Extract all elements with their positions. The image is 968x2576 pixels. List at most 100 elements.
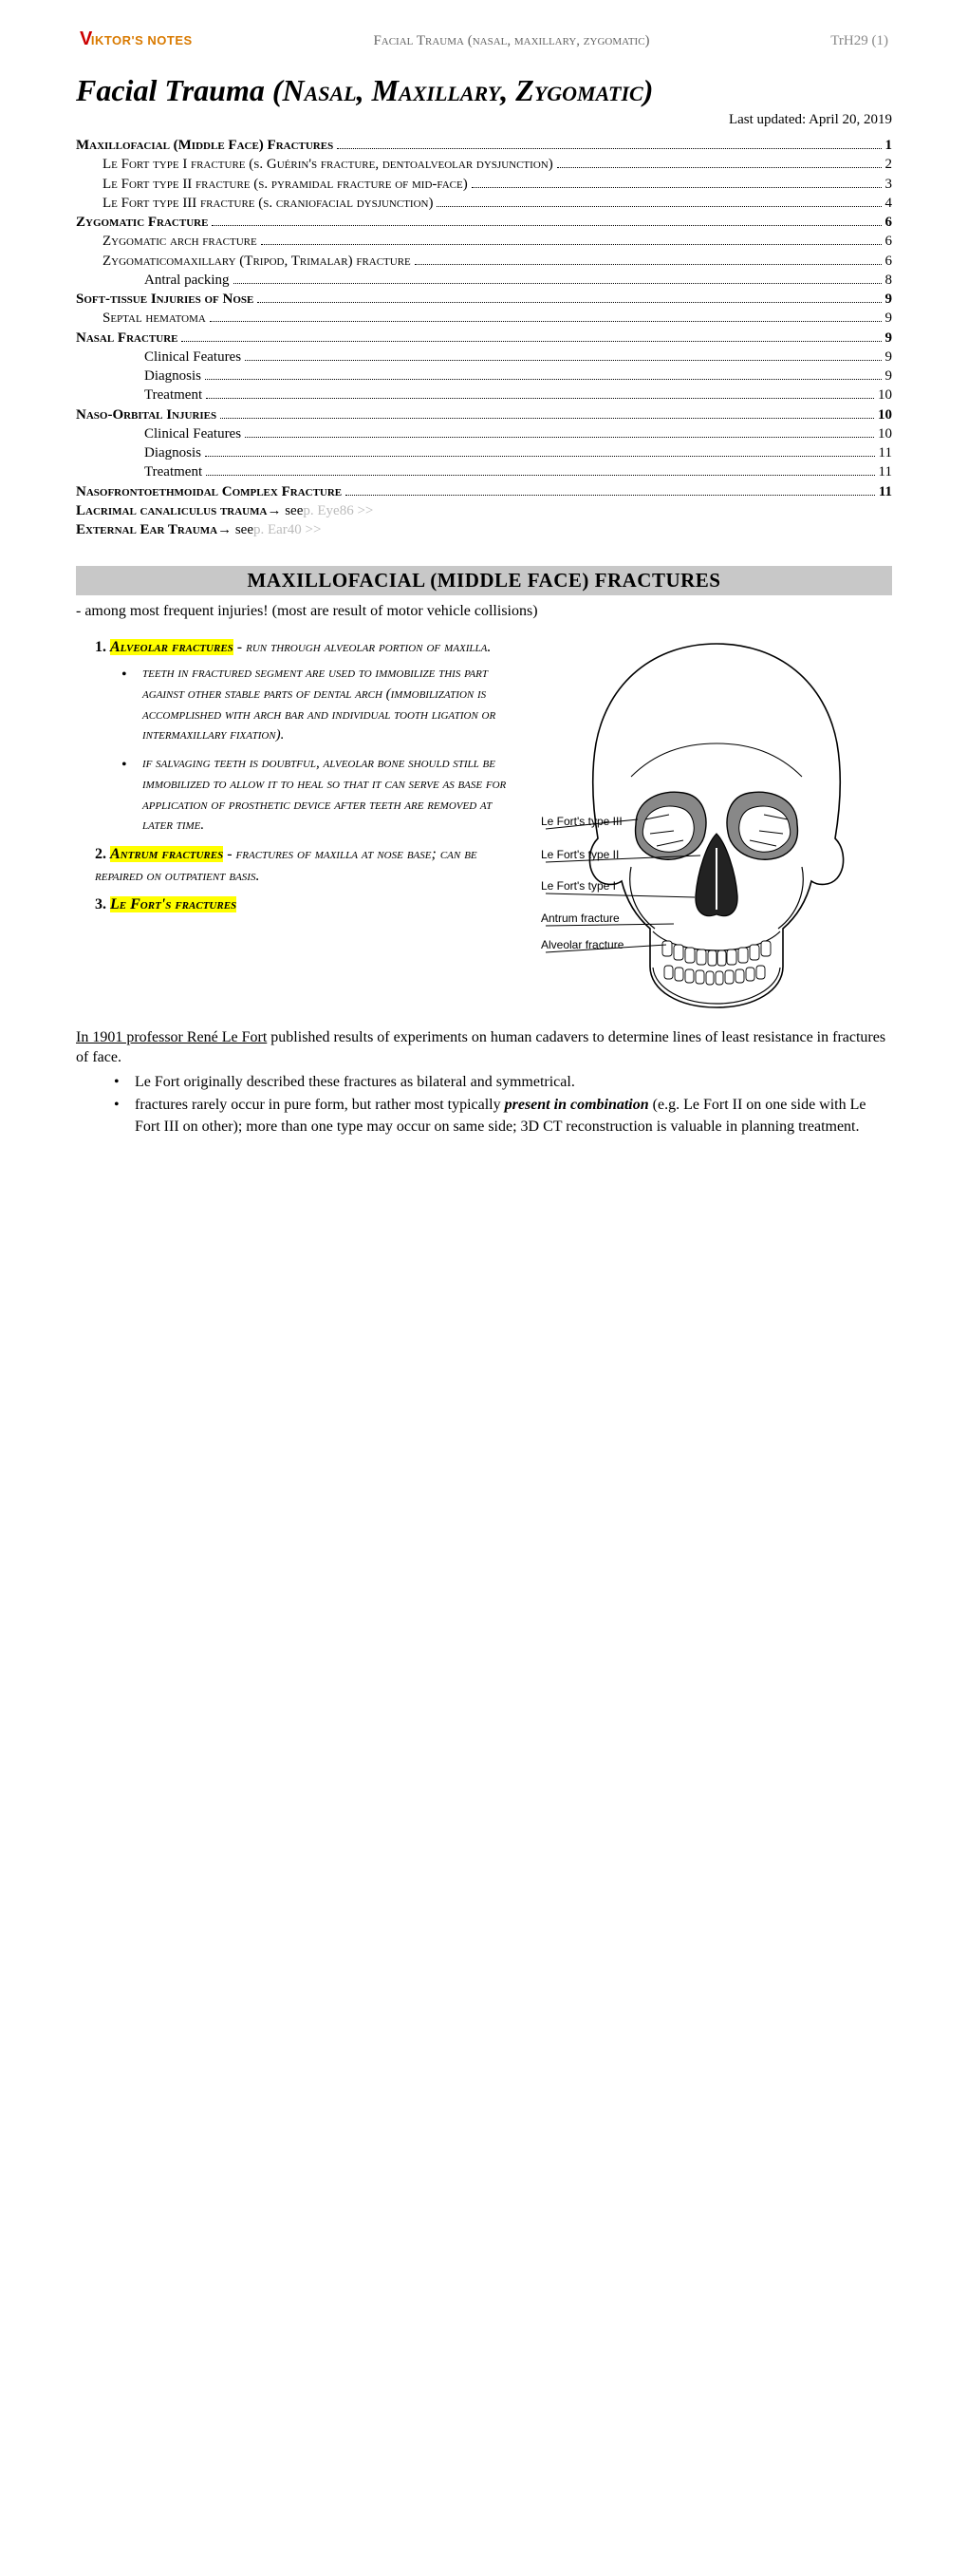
label-lefort2: Le Fort's type II [541,848,619,861]
toc-entry[interactable]: Nasofrontoethmoidal Complex Fracture11 [76,482,892,501]
bullet-item: fractures rarely occur in pure form, but… [114,1095,892,1138]
toc-page: 10 [878,424,892,443]
logo: VIKTOR'S NOTES [80,28,193,50]
toc-page: 6 [885,213,893,232]
toc-label: Treatment [144,462,202,481]
toc-label: Septal hematoma [102,309,206,328]
label-lefort1: Le Fort's type I [541,879,616,893]
lefort-paragraph: In 1901 professor René Le Fort published… [76,1027,892,1068]
toc-dots [245,437,874,438]
title-part-1: Maxillary [372,73,501,107]
toc-dots [415,264,882,265]
toc-ref-link[interactable]: p. Eye86 >> [303,501,373,520]
toc-page: 6 [885,232,893,251]
toc-dots [261,244,882,245]
toc-entry[interactable]: Nasal Fracture 9 [76,329,892,348]
toc-ref-entry: Lacrimal canaliculus trauma → see p. Eye… [76,501,892,520]
label-antrum: Antrum fracture [541,912,620,925]
item-1-bullets: teeth in fractured segment are used to i… [121,664,522,837]
toc-page: 9 [885,309,893,328]
toc-dots [437,206,881,207]
skull-diagram: Le Fort's type III Le Fort's type II Le … [541,630,892,1019]
toc-page: 9 [885,329,893,348]
label-alveolar: Alveolar fracture [541,938,624,951]
toc-entry[interactable]: Clinical Features 9 [76,348,892,367]
numbered-item-3: 3. Le Fort's fractures [95,894,522,915]
toc-label: Nasal Fracture [76,329,177,348]
page-title: Facial Trauma (Nasal, Maxillary, Zygomat… [76,73,892,108]
toc-ref-label: Lacrimal canaliculus trauma [76,501,267,520]
toc-page: 11 [879,462,892,481]
toc-dots [206,398,874,399]
table-of-contents: Maxillofacial (Middle Face) Fractures 1 Le… [76,136,892,539]
toc-page: 9 [885,348,893,367]
toc-page: 9 [885,367,893,385]
toc-ref-entry: External Ear Trauma → see p. Ear40 >> [76,520,892,539]
toc-page: 4 [885,194,893,213]
toc-label: Maxillofacial (Middle Face) Fractures [76,136,333,155]
toc-dots [472,187,882,188]
title-tail: ) [643,73,654,107]
toc-ref-link[interactable]: p. Ear40 >> [253,520,321,539]
toc-label: Diagnosis [144,443,201,462]
page-header: VIKTOR'S NOTES Facial Trauma (nasal, max… [76,28,892,50]
emphasis: present in combination [505,1097,649,1113]
title-part-0: Nasal [282,73,356,107]
toc-label: Le Fort type III fracture (s. craniofaci… [102,194,433,213]
toc-entry[interactable]: Maxillofacial (Middle Face) Fractures 1 [76,136,892,155]
toc-entry[interactable]: Diagnosis 11 [76,443,892,462]
title-lead: Facial Trauma ( [76,73,282,107]
toc-label: Zygomatic arch fracture [102,232,257,251]
item-rest: - run through alveolar portion of maxill… [233,639,492,655]
toc-entry[interactable]: Zygomaticomaxillary (Tripod, Trimalar) f… [76,252,892,271]
toc-entry[interactable]: Le Fort type II fracture (s. pyramidal f… [76,175,892,194]
bullet-item: teeth in fractured segment are used to i… [121,664,522,746]
toc-dots [205,379,882,380]
toc-page: 11 [879,443,892,462]
toc-label: Le Fort type I fracture (s. Guérin's fra… [102,155,553,174]
orbit-left [636,792,706,859]
toc-entry[interactable]: Clinical Features10 [76,424,892,443]
header-page-id: TrH29 (1) [830,33,888,49]
toc-entry[interactable]: Le Fort type I fracture (s. Guérin's fra… [76,155,892,174]
toc-label: Soft-tissue Injuries of Nose [76,290,253,309]
logo-text: IKTOR'S NOTES [91,33,193,47]
toc-page: 2 [885,155,893,174]
section-intro: - among most frequent injuries! (most ar… [76,601,892,622]
toc-entry[interactable]: Zygomatic arch fracture 6 [76,232,892,251]
toc-label: Antral packing [144,271,230,290]
toc-label: Zygomatic Fracture [76,213,208,232]
toc-dots [205,456,875,457]
toc-label: Diagnosis [144,367,201,385]
right-column: Le Fort's type III Le Fort's type II Le … [541,630,892,1024]
toc-entry[interactable]: Zygomatic Fracture 6 [76,213,892,232]
toc-entry[interactable]: Soft-tissue Injuries of Nose9 [76,290,892,309]
toc-label: Nasofrontoethmoidal Complex Fracture [76,482,342,501]
toc-entry[interactable]: Diagnosis 9 [76,367,892,385]
item-number: 3. [95,896,106,912]
toc-page: 6 [885,252,893,271]
left-column: 1. Alveolar fractures - run through alve… [76,630,522,1024]
toc-page: 1 [885,136,893,155]
toc-page: 10 [878,385,892,404]
toc-entry[interactable]: Antral packing8 [76,271,892,290]
title-part-2: Zygomatic [515,73,642,107]
item-highlight: Le Fort's fractures [110,896,236,912]
item-highlight: Antrum fractures [110,846,223,862]
toc-ref-arrow: → see [217,520,253,539]
item-highlight: Alveolar fractures [110,639,233,655]
toc-entry[interactable]: Septal hematoma 9 [76,309,892,328]
toc-dots [210,321,882,322]
toc-label: Le Fort type II fracture (s. pyramidal f… [102,175,468,194]
two-column-layout: 1. Alveolar fractures - run through alve… [76,630,892,1024]
toc-label: Zygomaticomaxillary (Tripod, Trimalar) f… [102,252,411,271]
last-updated: Last updated: April 20, 2019 [76,112,892,128]
toc-entry[interactable]: Treatment10 [76,385,892,404]
toc-page: 3 [885,175,893,194]
toc-dots [181,341,881,342]
toc-entry[interactable]: Le Fort type III fracture (s. craniofaci… [76,194,892,213]
toc-label: Clinical Features [144,348,241,367]
toc-ref-label: External Ear Trauma [76,520,217,539]
toc-entry[interactable]: Treatment 11 [76,462,892,481]
toc-entry[interactable]: Naso-Orbital Injuries10 [76,405,892,424]
